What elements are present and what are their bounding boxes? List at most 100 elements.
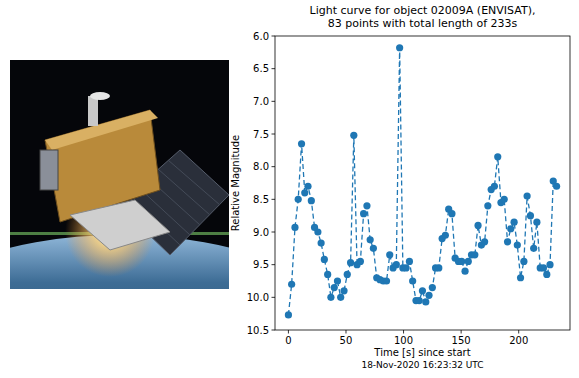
data-point (304, 183, 311, 190)
x-tick (288, 330, 289, 334)
panel-line (168, 160, 220, 205)
panel-line (158, 169, 210, 215)
data-point (347, 259, 354, 266)
title-line: 83 points with total length of 233s (328, 17, 518, 30)
data-point (524, 192, 531, 199)
data-point (367, 236, 374, 243)
mast (88, 96, 98, 126)
light-curve-line (288, 48, 556, 315)
x-axis-title-line: 18-Nov-2020 16:23:32 UTC (361, 360, 483, 370)
data-point (409, 277, 416, 284)
y-tick (272, 36, 276, 37)
data-point (363, 202, 370, 209)
data-point (340, 287, 347, 294)
data-point (442, 232, 449, 239)
plot-frame (275, 36, 570, 330)
y-tick (272, 297, 276, 298)
data-point (406, 258, 413, 265)
y-tick-label: 6.0 (253, 31, 269, 42)
data-point (321, 256, 328, 263)
title-line: Light curve for object 02009A (ENVISAT), (310, 4, 536, 17)
y-tick (272, 330, 276, 331)
data-point (553, 183, 560, 190)
data-point (527, 212, 534, 219)
y-tick-label: 7.5 (253, 129, 269, 140)
data-point (422, 298, 429, 305)
instrument (40, 150, 58, 190)
data-point (386, 251, 393, 258)
data-point (465, 258, 472, 265)
x-tick-label: 150 (452, 335, 471, 346)
y-tick (272, 134, 276, 135)
data-point (461, 268, 468, 275)
data-point (337, 294, 344, 301)
data-point (344, 271, 351, 278)
data-point (416, 297, 423, 304)
data-point (425, 292, 432, 299)
data-point (458, 258, 465, 265)
data-point (540, 264, 547, 271)
data-point (510, 219, 517, 226)
y-tick (272, 166, 276, 167)
data-point (357, 258, 364, 265)
y-tick (272, 232, 276, 233)
x-axis-title: Time [s] since start 18-Nov-2020 16:23:32… (361, 347, 483, 370)
y-tick-label: 9.0 (253, 227, 269, 238)
x-tick (461, 330, 462, 334)
data-point (334, 277, 341, 284)
radar-antenna (70, 200, 170, 250)
data-point (295, 196, 302, 203)
title: Light curve for object 02009A (ENVISAT),… (310, 4, 536, 30)
data-point (504, 238, 511, 245)
y-tick-label: 6.5 (253, 63, 269, 74)
y-axis-title: Relative Magnitude (230, 135, 241, 231)
y-tick (272, 101, 276, 102)
satellite-top (45, 110, 158, 150)
data-point (383, 277, 390, 284)
data-point (298, 140, 305, 147)
x-tick (403, 330, 404, 334)
x-tick (518, 330, 519, 334)
data-point (507, 225, 514, 232)
data-point (429, 284, 436, 291)
data-point (435, 264, 442, 271)
data-point (331, 284, 338, 291)
data-point (474, 222, 481, 229)
data-point (308, 197, 315, 204)
data-point (514, 241, 521, 248)
data-point (324, 271, 331, 278)
satellite-body (45, 110, 160, 222)
data-point (360, 210, 367, 217)
data-point (327, 294, 334, 301)
data-point (530, 245, 537, 252)
data-point (543, 271, 550, 278)
data-point (291, 224, 298, 231)
data-point (370, 245, 377, 252)
data-point (402, 264, 409, 271)
antenna (90, 92, 110, 100)
data-point (350, 132, 357, 139)
y-tick (272, 264, 276, 265)
y-tick-label: 8.0 (253, 161, 269, 172)
data-point (533, 219, 540, 226)
x-tick-label: 100 (394, 335, 413, 346)
y-tick (272, 199, 276, 200)
y-tick-label: 8.5 (253, 194, 269, 205)
data-point (318, 240, 325, 247)
data-point (491, 183, 498, 190)
y-tick-label: 7.0 (253, 96, 269, 107)
data-point (520, 258, 527, 265)
data-point (546, 261, 553, 268)
data-point (301, 189, 308, 196)
data-point (396, 44, 403, 51)
data-point (484, 202, 491, 209)
y-tick (272, 68, 276, 69)
data-point (285, 311, 292, 318)
x-tick (345, 330, 346, 334)
y-tick-label: 10.5 (247, 325, 269, 336)
data-point (448, 210, 455, 217)
data-point (288, 281, 295, 288)
data-group (285, 44, 560, 318)
satellite-photo (10, 60, 229, 289)
x-axis-title-line: Time [s] since start (373, 347, 470, 358)
